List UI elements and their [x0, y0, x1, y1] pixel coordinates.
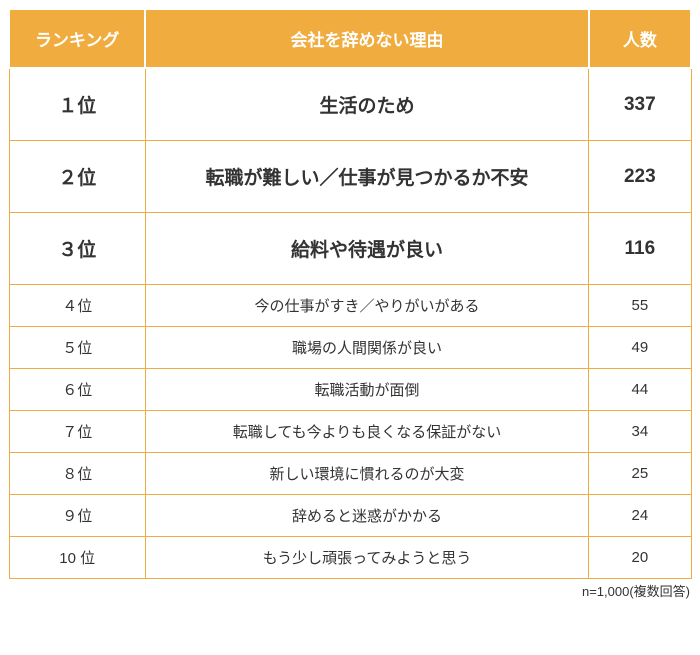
table-row: ３位給料や待遇が良い116 — [9, 213, 691, 285]
cell-rank: ７位 — [9, 411, 145, 453]
table-row: ５位職場の人間関係が良い49 — [9, 327, 691, 369]
cell-rank: ９位 — [9, 495, 145, 537]
header-rank: ランキング — [9, 9, 145, 68]
cell-count: 25 — [589, 453, 691, 495]
cell-reason: 職場の人間関係が良い — [145, 327, 588, 369]
table-row: 10 位もう少し頑張ってみようと思う20 — [9, 537, 691, 579]
cell-reason: 今の仕事がすき／やりがいがある — [145, 285, 588, 327]
cell-reason: 生活のため — [145, 68, 588, 141]
table-row: ２位転職が難しい／仕事が見つかるか不安223 — [9, 141, 691, 213]
cell-reason: もう少し頑張ってみようと思う — [145, 537, 588, 579]
table-row: ７位転職しても今よりも良くなる保証がない34 — [9, 411, 691, 453]
cell-rank: ８位 — [9, 453, 145, 495]
cell-count: 337 — [589, 68, 691, 141]
cell-reason: 辞めると迷惑がかかる — [145, 495, 588, 537]
cell-count: 116 — [589, 213, 691, 285]
cell-count: 49 — [589, 327, 691, 369]
cell-reason: 給料や待遇が良い — [145, 213, 588, 285]
table-row: １位生活のため337 — [9, 68, 691, 141]
table-row: ６位転職活動が面倒44 — [9, 369, 691, 411]
cell-count: 44 — [589, 369, 691, 411]
table-body: １位生活のため337２位転職が難しい／仕事が見つかるか不安223３位給料や待遇が… — [9, 68, 691, 579]
cell-reason: 転職しても今よりも良くなる保証がない — [145, 411, 588, 453]
table-header-row: ランキング 会社を辞めない理由 人数 — [9, 9, 691, 68]
cell-count: 34 — [589, 411, 691, 453]
cell-rank: ６位 — [9, 369, 145, 411]
footnote: n=1,000(複数回答) — [8, 581, 692, 600]
cell-count: 20 — [589, 537, 691, 579]
cell-rank: ３位 — [9, 213, 145, 285]
cell-rank: ５位 — [9, 327, 145, 369]
cell-rank: ２位 — [9, 141, 145, 213]
cell-rank: 10 位 — [9, 537, 145, 579]
header-reason: 会社を辞めない理由 — [145, 9, 588, 68]
table-row: ４位今の仕事がすき／やりがいがある55 — [9, 285, 691, 327]
cell-rank: １位 — [9, 68, 145, 141]
cell-reason: 新しい環境に慣れるのが大変 — [145, 453, 588, 495]
header-count: 人数 — [589, 9, 691, 68]
cell-count: 55 — [589, 285, 691, 327]
cell-reason: 転職活動が面倒 — [145, 369, 588, 411]
cell-count: 24 — [589, 495, 691, 537]
cell-rank: ４位 — [9, 285, 145, 327]
ranking-table: ランキング 会社を辞めない理由 人数 １位生活のため337２位転職が難しい／仕事… — [8, 8, 692, 579]
cell-count: 223 — [589, 141, 691, 213]
table-row: ８位新しい環境に慣れるのが大変25 — [9, 453, 691, 495]
cell-reason: 転職が難しい／仕事が見つかるか不安 — [145, 141, 588, 213]
table-row: ９位辞めると迷惑がかかる24 — [9, 495, 691, 537]
